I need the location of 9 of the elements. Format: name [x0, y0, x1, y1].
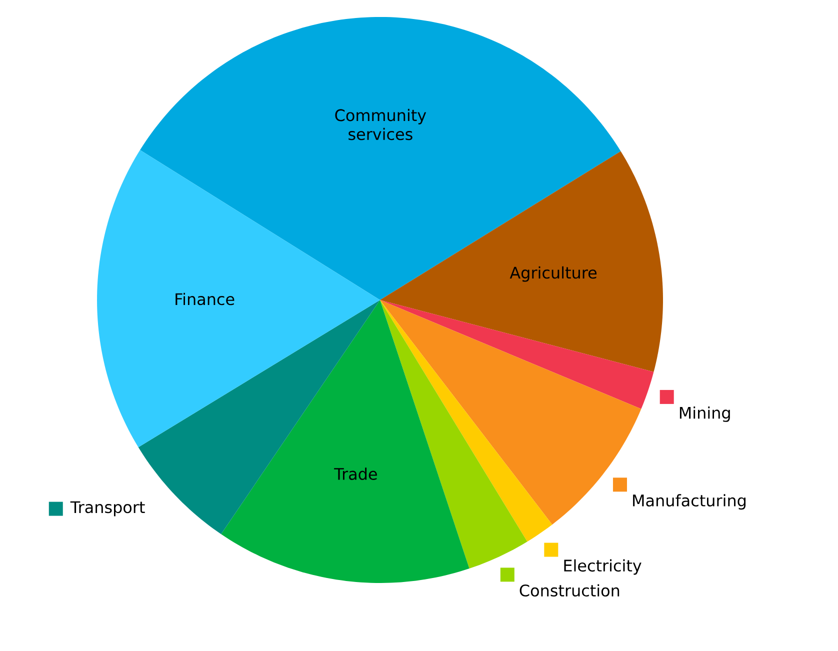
legend-label: Mining — [680, 406, 730, 422]
slice-label: Agriculture — [510, 266, 597, 282]
slice-label: Finance — [176, 292, 234, 306]
legend-label: Electricity — [564, 559, 642, 575]
slice-label: Community services — [335, 108, 426, 140]
slice-label: Transport — [70, 501, 145, 516]
legend-label: Construction — [520, 584, 620, 597]
legend-label: Manufacturing — [633, 494, 746, 510]
slice-label: Trade — [334, 468, 377, 480]
